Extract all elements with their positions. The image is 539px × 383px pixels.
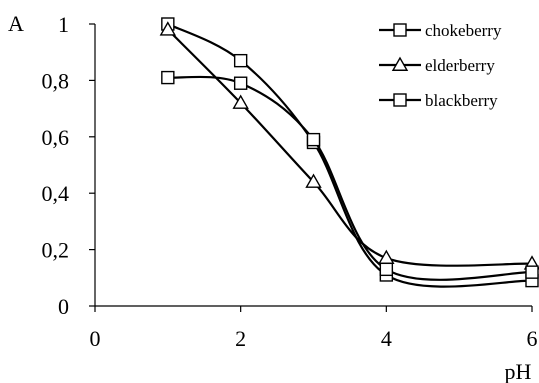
legend-item-elderberry: elderberry bbox=[379, 56, 495, 75]
legend-label: elderberry bbox=[425, 56, 495, 75]
data-point-elderberry bbox=[305, 173, 322, 188]
legend: chokeberry elderberry blackberry bbox=[379, 21, 502, 110]
series-line-blackberry bbox=[167, 75, 533, 281]
x-axis-title: pH bbox=[505, 359, 532, 383]
legend-label: blackberry bbox=[425, 91, 498, 110]
x-tick-label: 6 bbox=[527, 326, 538, 351]
y-tick-label: 1 bbox=[58, 12, 69, 37]
y-axis-title: A bbox=[8, 11, 24, 36]
data-point-elderberry bbox=[232, 94, 249, 109]
x-tick-label: 2 bbox=[235, 326, 246, 351]
data-point-blackberry bbox=[379, 262, 394, 277]
y-tick-label: 0,8 bbox=[42, 68, 70, 93]
legend-item-chokeberry: chokeberry bbox=[379, 21, 502, 40]
y-tick-label: 0,2 bbox=[42, 238, 70, 263]
y-tick-label: 0 bbox=[58, 294, 69, 319]
data-point-blackberry bbox=[525, 265, 539, 279]
x-tick-label: 0 bbox=[90, 326, 101, 351]
series-blackberry bbox=[161, 70, 539, 281]
data-point-blackberry bbox=[233, 76, 248, 90]
legend-item-blackberry: blackberry bbox=[379, 91, 498, 110]
axes: 0 0,2 0,4 0,6 0,8 1 0 2 4 6 ApH bbox=[8, 11, 538, 383]
y-tick-label: 0,4 bbox=[42, 181, 70, 206]
y-tick-label: 0,6 bbox=[42, 125, 70, 150]
data-point-chokeberry bbox=[233, 53, 248, 68]
data-point-blackberry bbox=[161, 70, 175, 85]
legend-marker-chokeberry bbox=[393, 23, 407, 37]
data-point-blackberry bbox=[306, 132, 321, 147]
x-tick-label: 4 bbox=[381, 326, 392, 351]
legend-label: chokeberry bbox=[425, 21, 502, 40]
legend-marker-blackberry bbox=[393, 93, 407, 107]
legend-marker-elderberry bbox=[391, 56, 409, 71]
series-layer bbox=[159, 17, 539, 288]
series-line-chokeberry bbox=[167, 23, 533, 288]
data-point-elderberry bbox=[159, 21, 177, 36]
